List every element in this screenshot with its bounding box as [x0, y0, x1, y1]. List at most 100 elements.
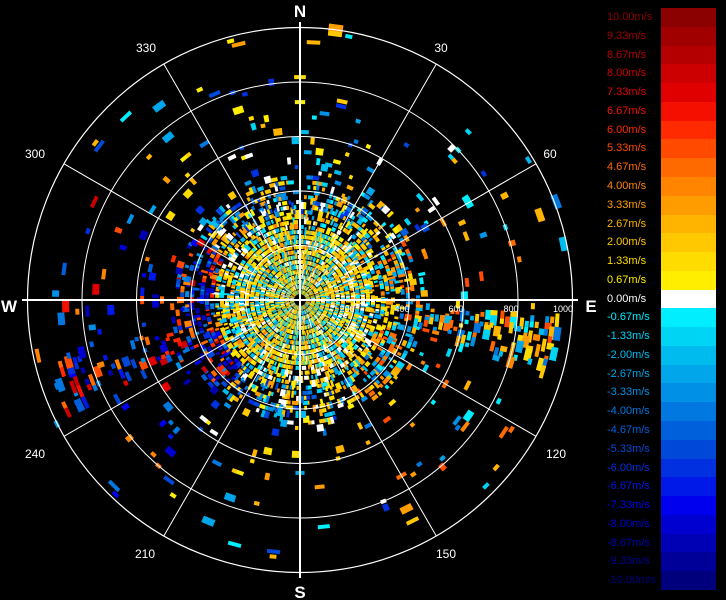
echo-cell	[375, 230, 381, 236]
echo-cell	[333, 245, 339, 251]
echo-cell	[218, 214, 226, 222]
echo-cell	[407, 255, 413, 260]
echo-cell	[189, 331, 196, 339]
echo-cell	[315, 294, 323, 298]
echo-cell	[344, 346, 350, 352]
echo-cell	[431, 330, 440, 336]
echo-cell	[183, 378, 191, 386]
echo-cell	[262, 273, 267, 278]
echo-cell	[163, 475, 175, 486]
echo-cell	[250, 303, 255, 305]
echo-cell	[366, 166, 375, 174]
echo-cell	[290, 295, 295, 298]
legend-swatch	[661, 402, 716, 422]
echo-cell	[264, 188, 272, 195]
echo-cell	[386, 340, 391, 345]
echo-cell	[161, 381, 172, 393]
echo-cell	[248, 187, 255, 195]
echo-cell	[88, 324, 97, 331]
echo-cell	[292, 304, 296, 308]
echo-cell	[198, 271, 203, 276]
echo-cell	[92, 365, 103, 379]
echo-cell	[229, 394, 236, 403]
echo-cell	[375, 304, 380, 309]
echo-cell	[307, 288, 311, 292]
echo-cell	[348, 357, 353, 362]
echo-cell	[291, 303, 296, 307]
echo-cell	[207, 232, 216, 239]
echo-cell	[252, 239, 259, 245]
echo-cell	[324, 317, 329, 322]
echo-cell	[292, 286, 295, 291]
echo-cell	[196, 86, 204, 93]
echo-cell	[285, 251, 288, 257]
echo-cell	[328, 311, 333, 316]
echo-cell	[293, 205, 297, 210]
north-label: N	[294, 2, 306, 21]
echo-cell	[285, 279, 289, 283]
echo-cell	[259, 327, 264, 331]
echo-cell	[269, 353, 274, 359]
echo-cell	[145, 153, 153, 161]
echo-cell	[409, 278, 417, 286]
echo-cell	[282, 281, 287, 285]
echo-cell	[447, 153, 455, 161]
echo-cell	[245, 239, 250, 245]
echo-cell	[312, 287, 316, 291]
echo-cell	[240, 243, 247, 250]
echo-cell	[462, 409, 475, 423]
echo-cell	[492, 325, 502, 337]
echo-cell	[310, 296, 315, 298]
echo-cell	[287, 284, 291, 288]
echo-cell	[335, 318, 343, 324]
echo-cell	[274, 274, 279, 279]
echo-cell	[229, 272, 235, 276]
echo-cell	[248, 115, 255, 121]
echo-cell	[390, 253, 396, 258]
echo-cell	[280, 283, 285, 287]
echo-cell	[309, 277, 313, 282]
echo-cell	[324, 271, 329, 276]
echo-cell	[406, 252, 412, 257]
echo-cell	[259, 341, 265, 347]
echo-cell	[247, 398, 255, 406]
echo-cell	[291, 390, 294, 398]
echo-cell	[77, 345, 87, 359]
echo-cell	[248, 240, 255, 247]
echo-cell	[224, 270, 230, 274]
legend-swatch	[661, 252, 716, 272]
echo-cell	[344, 340, 349, 345]
echo-cell	[275, 314, 279, 318]
radar-ppi-display[interactable]: N E S W 30 60 120 150 210 240 300 330 20…	[0, 0, 600, 600]
echo-cell	[380, 254, 386, 261]
echo-cell	[194, 359, 202, 366]
echo-cell	[368, 254, 373, 259]
echo-cell	[210, 264, 216, 269]
echo-cell	[226, 365, 232, 370]
echo-cell	[255, 302, 260, 305]
echo-cell	[315, 303, 320, 306]
echo-cell	[119, 110, 132, 123]
echo-cell	[308, 290, 313, 294]
echo-cell	[296, 305, 298, 310]
echo-cell	[369, 328, 375, 332]
echo-cell	[464, 277, 470, 287]
echo-cell	[389, 309, 395, 315]
echo-cell	[330, 262, 334, 267]
legend-label: 0.67m/s	[607, 273, 647, 286]
echo-cell	[321, 283, 326, 287]
echo-cell	[249, 458, 255, 464]
echo-cell	[284, 379, 290, 385]
echo-cell	[337, 281, 342, 284]
echo-cell	[305, 301, 310, 303]
echo-cell	[373, 264, 379, 268]
echo-cell	[337, 402, 344, 409]
legend-entry: 6.67m/s	[606, 101, 716, 122]
echo-cell	[333, 322, 338, 326]
legend-label: 9.33m/s	[607, 29, 647, 42]
echo-cell	[303, 150, 312, 155]
echo-cell	[317, 342, 320, 347]
echo-cell	[266, 262, 270, 267]
echo-cell	[293, 304, 297, 309]
echo-cell	[348, 174, 354, 180]
